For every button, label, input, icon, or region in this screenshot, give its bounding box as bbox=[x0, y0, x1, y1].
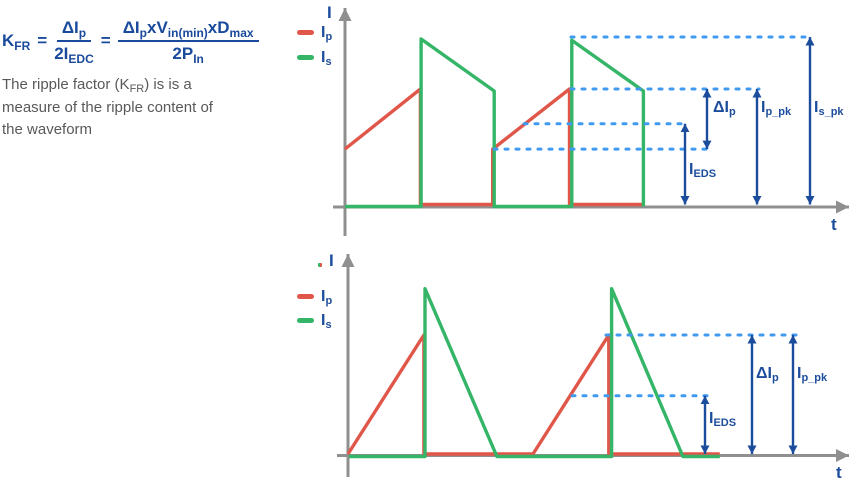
annotation-label-delta-ip: ΔIp bbox=[756, 365, 779, 384]
bottom-y-axis-label: I bbox=[329, 251, 334, 270]
ip-waveform bbox=[346, 333, 720, 456]
is-legend-label: Is bbox=[321, 49, 332, 68]
artifact-dot bbox=[318, 263, 322, 267]
top-y-axis-label: I bbox=[327, 3, 332, 22]
equals-sign: = bbox=[37, 30, 48, 50]
description-text: The ripple factor (KFR) is is a measure … bbox=[2, 74, 213, 141]
annotation-label-i-eds: IEDS bbox=[709, 410, 737, 429]
annotation-label-is-pk: Is_pk bbox=[814, 99, 844, 118]
equals-sign: = bbox=[100, 30, 111, 50]
ip-legend-swatch bbox=[297, 30, 314, 35]
description-line-3: the waveform bbox=[2, 121, 93, 138]
fraction-2: ΔIpxVin(min)xDmax 2PIn bbox=[117, 18, 259, 65]
ip-legend-label: Ip bbox=[321, 288, 333, 307]
formula-lhs: KFR bbox=[2, 30, 31, 53]
ripple-factor-formula: KFR = ΔIp 2IEDC = ΔIpxVin(min)xDmax 2PIn bbox=[2, 18, 259, 66]
is-legend-swatch bbox=[297, 318, 314, 323]
annotation-label-i-eds: IEDS bbox=[689, 161, 717, 180]
is-legend-label: Is bbox=[321, 312, 332, 331]
is-waveform bbox=[348, 287, 720, 459]
ip-legend-swatch bbox=[297, 294, 314, 299]
annotation-label-ip-pk: Ip_pk bbox=[761, 99, 792, 118]
ip-legend-label: Ip bbox=[321, 24, 333, 43]
description-line-1: The ripple factor (KFR) is is a bbox=[2, 76, 192, 95]
bottom-chart-layer bbox=[346, 287, 799, 459]
annotation-label-delta-ip: ΔIp bbox=[713, 99, 736, 118]
top-x-axis-label: t bbox=[831, 215, 837, 234]
annotation-label-ip-pk: Ip_pk bbox=[797, 365, 828, 384]
description-line-2: measure of the ripple content of bbox=[2, 99, 213, 116]
top-chart-layer bbox=[343, 35, 815, 209]
bottom-x-axis-label: t bbox=[836, 463, 842, 482]
is-waveform bbox=[345, 37, 646, 209]
fraction-1: ΔIp 2IEDC bbox=[54, 18, 94, 66]
is-legend-swatch bbox=[297, 55, 314, 60]
